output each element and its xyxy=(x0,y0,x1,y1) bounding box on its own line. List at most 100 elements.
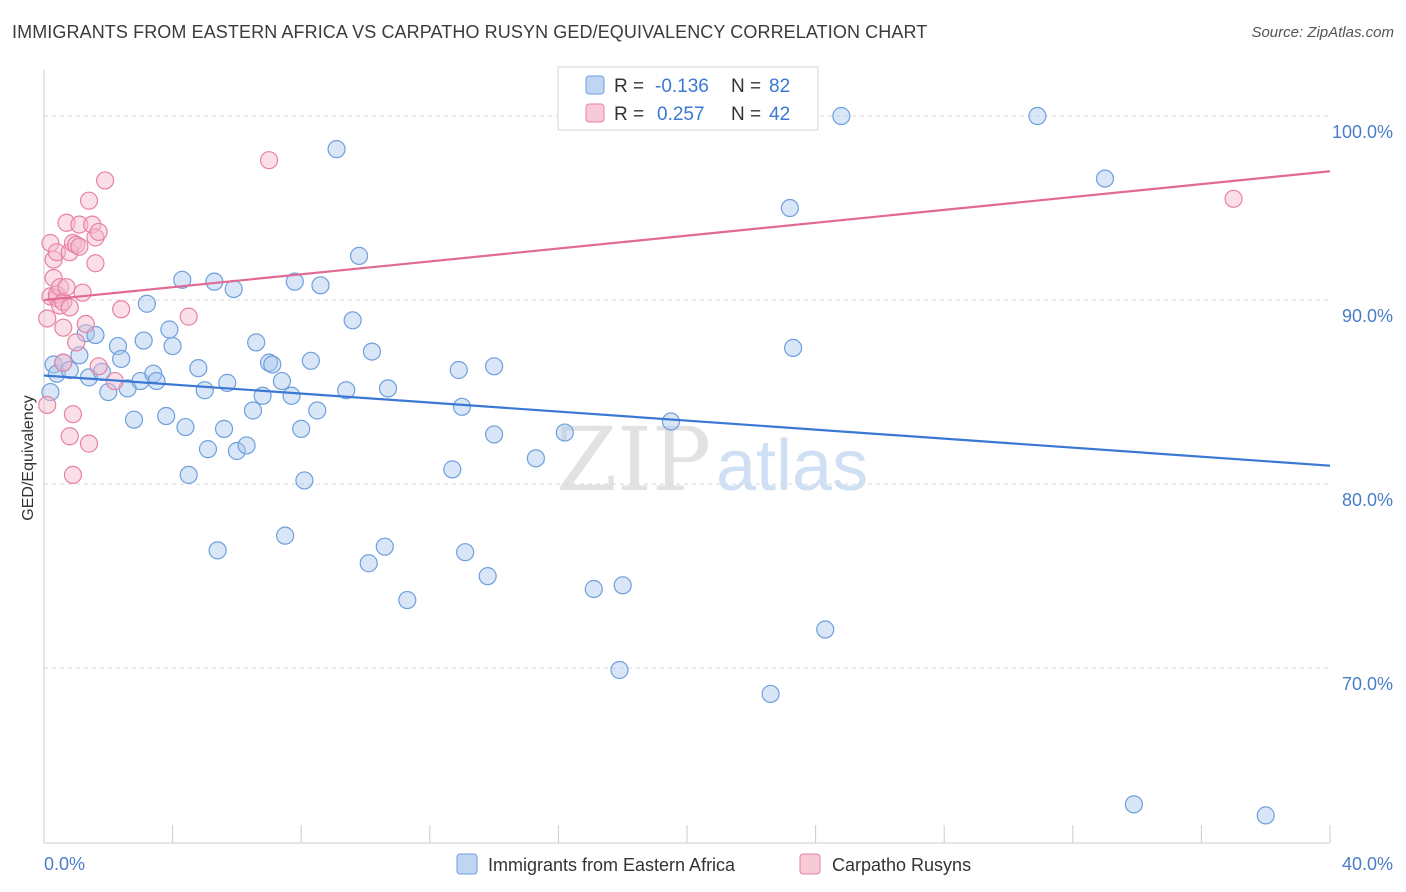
point-eastern-africa xyxy=(124,410,144,429)
point-eastern-africa xyxy=(311,276,330,295)
point-eastern-africa xyxy=(452,397,472,416)
stats-r-label-2: R = xyxy=(614,104,644,125)
point-eastern-africa xyxy=(613,576,632,595)
point-eastern-africa xyxy=(485,425,504,444)
point-eastern-africa xyxy=(292,419,311,438)
point-eastern-africa xyxy=(359,554,378,573)
point-eastern-africa xyxy=(449,360,468,380)
y-tick-label-80: 80.0% xyxy=(1342,490,1393,510)
watermark-zip: ZIP xyxy=(556,408,711,511)
grid-lines xyxy=(44,115,1330,669)
point-eastern-africa xyxy=(208,541,227,560)
point-eastern-africa xyxy=(247,333,266,352)
stats-n-label-2: N = xyxy=(731,104,761,125)
stats-n-value-2: 42 xyxy=(769,104,790,125)
point-eastern-africa xyxy=(327,140,346,159)
x-tick-label-start: 0.0% xyxy=(44,854,85,874)
point-eastern-africa xyxy=(478,567,497,586)
point-eastern-africa xyxy=(526,449,545,468)
stats-swatch-blue xyxy=(585,75,605,95)
legend-label-carpatho-rusyns: Carpatho Rusyns xyxy=(832,855,971,875)
y-axis-label: GED/Equivalency xyxy=(20,395,37,520)
point-carpatho-rusyn xyxy=(50,278,70,297)
point-eastern-africa xyxy=(362,342,382,361)
point-eastern-africa xyxy=(761,684,780,704)
point-eastern-africa xyxy=(160,320,179,339)
point-eastern-africa xyxy=(195,381,214,400)
point-eastern-africa xyxy=(137,294,156,313)
point-eastern-africa xyxy=(485,357,504,376)
stats-r-value-1: -0.136 xyxy=(655,76,709,97)
legend-swatch-carpatho-rusyns xyxy=(799,853,821,875)
point-carpatho-rusyn xyxy=(79,434,99,453)
stats-r-value-2: 0.257 xyxy=(657,104,705,125)
x-tick-label-end: 40.0% xyxy=(1342,854,1393,874)
point-eastern-africa xyxy=(112,349,131,369)
point-carpatho-rusyn xyxy=(76,314,95,334)
point-eastern-africa xyxy=(285,272,304,291)
y-tick-label-100: 100.0% xyxy=(1332,122,1393,142)
point-carpatho-rusyn xyxy=(112,300,131,319)
point-eastern-africa xyxy=(308,401,327,420)
point-eastern-africa xyxy=(214,419,234,438)
point-eastern-africa xyxy=(832,106,851,126)
point-carpatho-rusyn xyxy=(67,333,86,352)
point-carpatho-rusyn xyxy=(57,278,76,297)
point-eastern-africa xyxy=(157,406,176,426)
point-eastern-africa xyxy=(1256,806,1275,825)
point-carpatho-rusyn xyxy=(60,427,79,446)
point-carpatho-rusyn xyxy=(70,237,89,256)
watermark-atlas: atlas xyxy=(716,426,868,506)
point-eastern-africa xyxy=(189,359,208,378)
trend-lines xyxy=(43,170,1331,467)
point-eastern-africa xyxy=(276,526,295,545)
trend-line-eastern-africa xyxy=(43,374,1331,467)
point-eastern-africa xyxy=(378,379,398,398)
point-carpatho-rusyn xyxy=(67,235,86,254)
point-eastern-africa xyxy=(398,590,417,610)
point-eastern-africa xyxy=(224,279,243,299)
axes: 70.0% 80.0% 90.0% 100.0% 0.0% 40.0% xyxy=(43,70,1393,874)
source-label: Source: ZipAtlas.com xyxy=(1251,24,1394,41)
point-carpatho-rusyn xyxy=(86,254,105,273)
stats-legend: R = -0.136 N = 82 R = 0.257 N = 42 xyxy=(557,66,819,131)
point-carpatho-rusyn xyxy=(47,243,66,262)
legend-swatch-eastern-africa xyxy=(456,853,478,875)
point-eastern-africa xyxy=(349,246,369,265)
point-eastern-africa xyxy=(1095,169,1115,188)
point-carpatho-rusyn xyxy=(86,228,105,247)
point-eastern-africa xyxy=(343,311,362,330)
point-eastern-africa xyxy=(272,371,292,391)
point-carpatho-rusyn xyxy=(73,283,92,302)
point-carpatho-rusyn xyxy=(1224,189,1243,208)
point-eastern-africa xyxy=(1124,795,1143,814)
point-carpatho-rusyn xyxy=(54,353,73,372)
point-eastern-africa xyxy=(456,543,475,562)
point-carpatho-rusyn xyxy=(179,307,198,326)
point-eastern-africa xyxy=(282,386,301,405)
stats-n-value-1: 82 xyxy=(769,76,790,97)
point-carpatho-rusyn xyxy=(38,309,57,328)
data-points xyxy=(38,105,1275,825)
point-eastern-africa xyxy=(176,417,195,437)
chart-title: IMMIGRANTS FROM EASTERN AFRICA VS CARPAT… xyxy=(12,22,928,42)
point-eastern-africa xyxy=(337,381,356,400)
y-tick-label-70: 70.0% xyxy=(1342,674,1393,694)
stats-n-label-1: N = xyxy=(731,76,761,97)
point-eastern-africa xyxy=(243,401,263,420)
point-eastern-africa xyxy=(443,460,462,479)
point-eastern-africa xyxy=(263,355,282,374)
point-eastern-africa xyxy=(610,660,629,680)
point-eastern-africa xyxy=(147,371,166,391)
point-eastern-africa xyxy=(780,198,799,218)
y-tick-label-90: 90.0% xyxy=(1342,306,1393,326)
point-eastern-africa xyxy=(584,579,603,599)
point-carpatho-rusyn xyxy=(60,298,79,317)
point-eastern-africa xyxy=(173,270,192,289)
series-legend: Immigrants from Eastern Africa Carpatho … xyxy=(456,853,971,875)
point-carpatho-rusyn xyxy=(89,222,108,242)
legend-label-eastern-africa: Immigrants from Eastern Africa xyxy=(488,855,736,875)
point-eastern-africa xyxy=(555,423,574,442)
point-carpatho-rusyn xyxy=(70,215,89,234)
